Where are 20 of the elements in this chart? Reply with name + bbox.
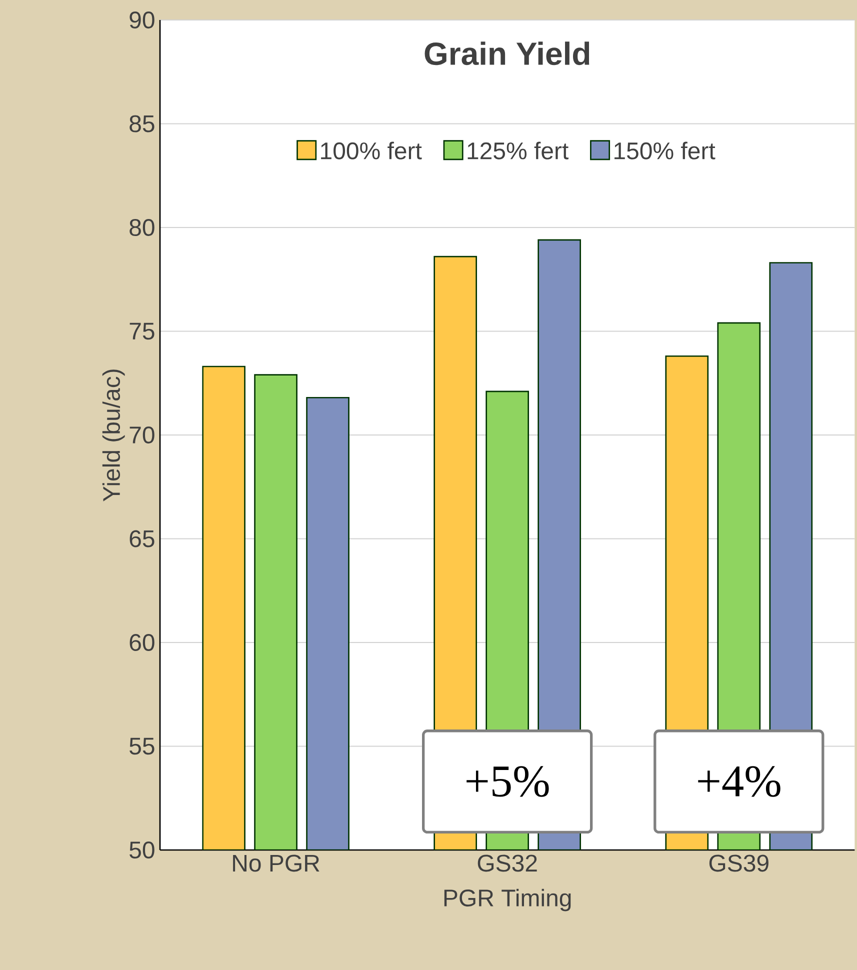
x-axis-title: PGR Timing: [444, 888, 571, 912]
annotation: +4%: [698, 766, 780, 797]
legend-label: 100% fert: [321, 142, 422, 160]
y-tick-label: 90: [130, 11, 154, 28]
y-axis-title: Yield (bu/ac): [102, 370, 125, 502]
y-tick-label: 85: [130, 115, 154, 132]
y-tick-label: 80: [130, 218, 154, 236]
x-tick-label: No PGR: [233, 854, 320, 872]
y-tick-label: 60: [130, 634, 154, 651]
x-tick-label: GS39: [709, 854, 768, 872]
y-tick-label: 70: [130, 426, 154, 444]
annotation: +5%: [466, 766, 549, 797]
y-tick-label: 65: [130, 530, 154, 548]
y-tick-label: 55: [130, 738, 154, 755]
y-tick-label: 75: [130, 322, 154, 340]
legend-label: 150% fert: [614, 142, 716, 160]
text: Grain Yield: [424, 42, 590, 66]
y-tick-label: 50: [130, 841, 154, 858]
x-tick-label: GS32: [478, 854, 537, 872]
legend-label: 125% fert: [468, 142, 568, 160]
